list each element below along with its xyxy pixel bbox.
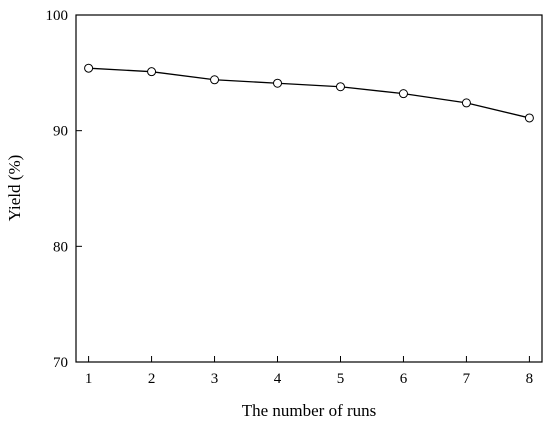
data-point	[210, 75, 220, 85]
x-tick-label: 2	[148, 371, 156, 387]
y-axis-title: Yield (%)	[5, 155, 24, 222]
series-line	[88, 67, 530, 119]
series-group	[84, 63, 534, 123]
data-point	[398, 89, 408, 99]
data-point	[461, 98, 471, 108]
x-axis-title: The number of runs	[242, 401, 377, 420]
tick-group: 1 2 3 4 5 6 7 8 70 80 90 100	[46, 8, 534, 387]
data-point	[84, 63, 94, 73]
data-point	[273, 78, 283, 88]
y-tick-label: 100	[46, 8, 69, 24]
data-point	[147, 67, 157, 77]
data-point	[524, 113, 534, 123]
x-tick-label: 6	[400, 371, 408, 387]
x-tick-label: 7	[463, 371, 471, 387]
x-tick-label: 3	[211, 371, 219, 387]
y-tick-label: 80	[53, 239, 68, 255]
x-tick-label: 1	[85, 371, 93, 387]
x-tick-label: 8	[526, 371, 534, 387]
plot-frame	[75, 14, 543, 363]
y-tick-label: 70	[53, 355, 68, 371]
x-tick-label: 5	[337, 371, 345, 387]
x-tick-label: 4	[274, 371, 282, 387]
y-tick-label: 90	[53, 124, 68, 140]
data-point	[335, 82, 345, 92]
